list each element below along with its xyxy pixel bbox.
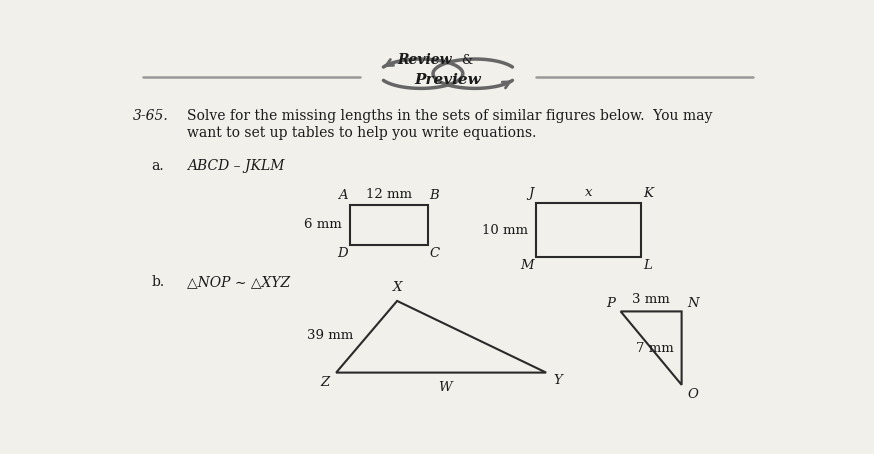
Text: Solve for the missing lengths in the sets of similar figures below.  You may: Solve for the missing lengths in the set… bbox=[187, 109, 712, 123]
Text: C: C bbox=[430, 247, 440, 260]
Text: △NOP ∼ △XYZ: △NOP ∼ △XYZ bbox=[187, 275, 290, 289]
Text: Z: Z bbox=[320, 376, 329, 389]
Text: P: P bbox=[607, 296, 615, 310]
Text: O: O bbox=[687, 388, 698, 400]
Text: K: K bbox=[643, 187, 653, 200]
Text: M: M bbox=[520, 259, 534, 272]
Text: ABCD – JKLM: ABCD – JKLM bbox=[187, 159, 285, 173]
Text: 3 mm: 3 mm bbox=[632, 293, 670, 306]
Text: 12 mm: 12 mm bbox=[365, 188, 412, 201]
Text: N: N bbox=[687, 296, 698, 310]
Text: b.: b. bbox=[151, 275, 164, 289]
Text: 6 mm: 6 mm bbox=[304, 218, 342, 232]
Text: Preview: Preview bbox=[414, 73, 482, 87]
Text: J: J bbox=[529, 187, 534, 200]
Text: want to set up tables to help you write equations.: want to set up tables to help you write … bbox=[187, 126, 537, 140]
Text: 3-65.: 3-65. bbox=[133, 109, 169, 123]
Text: a.: a. bbox=[151, 159, 163, 173]
Text: &: & bbox=[461, 54, 473, 67]
Text: X: X bbox=[392, 281, 402, 294]
Text: D: D bbox=[337, 247, 348, 260]
Text: 39 mm: 39 mm bbox=[307, 329, 353, 341]
Text: Review: Review bbox=[397, 53, 452, 67]
Text: x: x bbox=[585, 186, 593, 199]
Bar bbox=[536, 203, 641, 257]
Text: B: B bbox=[430, 189, 440, 202]
Text: 7 mm: 7 mm bbox=[635, 341, 674, 355]
Text: 10 mm: 10 mm bbox=[482, 224, 528, 237]
Bar bbox=[350, 205, 427, 245]
Text: A: A bbox=[338, 189, 348, 202]
Text: W: W bbox=[438, 381, 451, 395]
Text: Y: Y bbox=[553, 375, 562, 387]
Text: L: L bbox=[643, 259, 652, 272]
